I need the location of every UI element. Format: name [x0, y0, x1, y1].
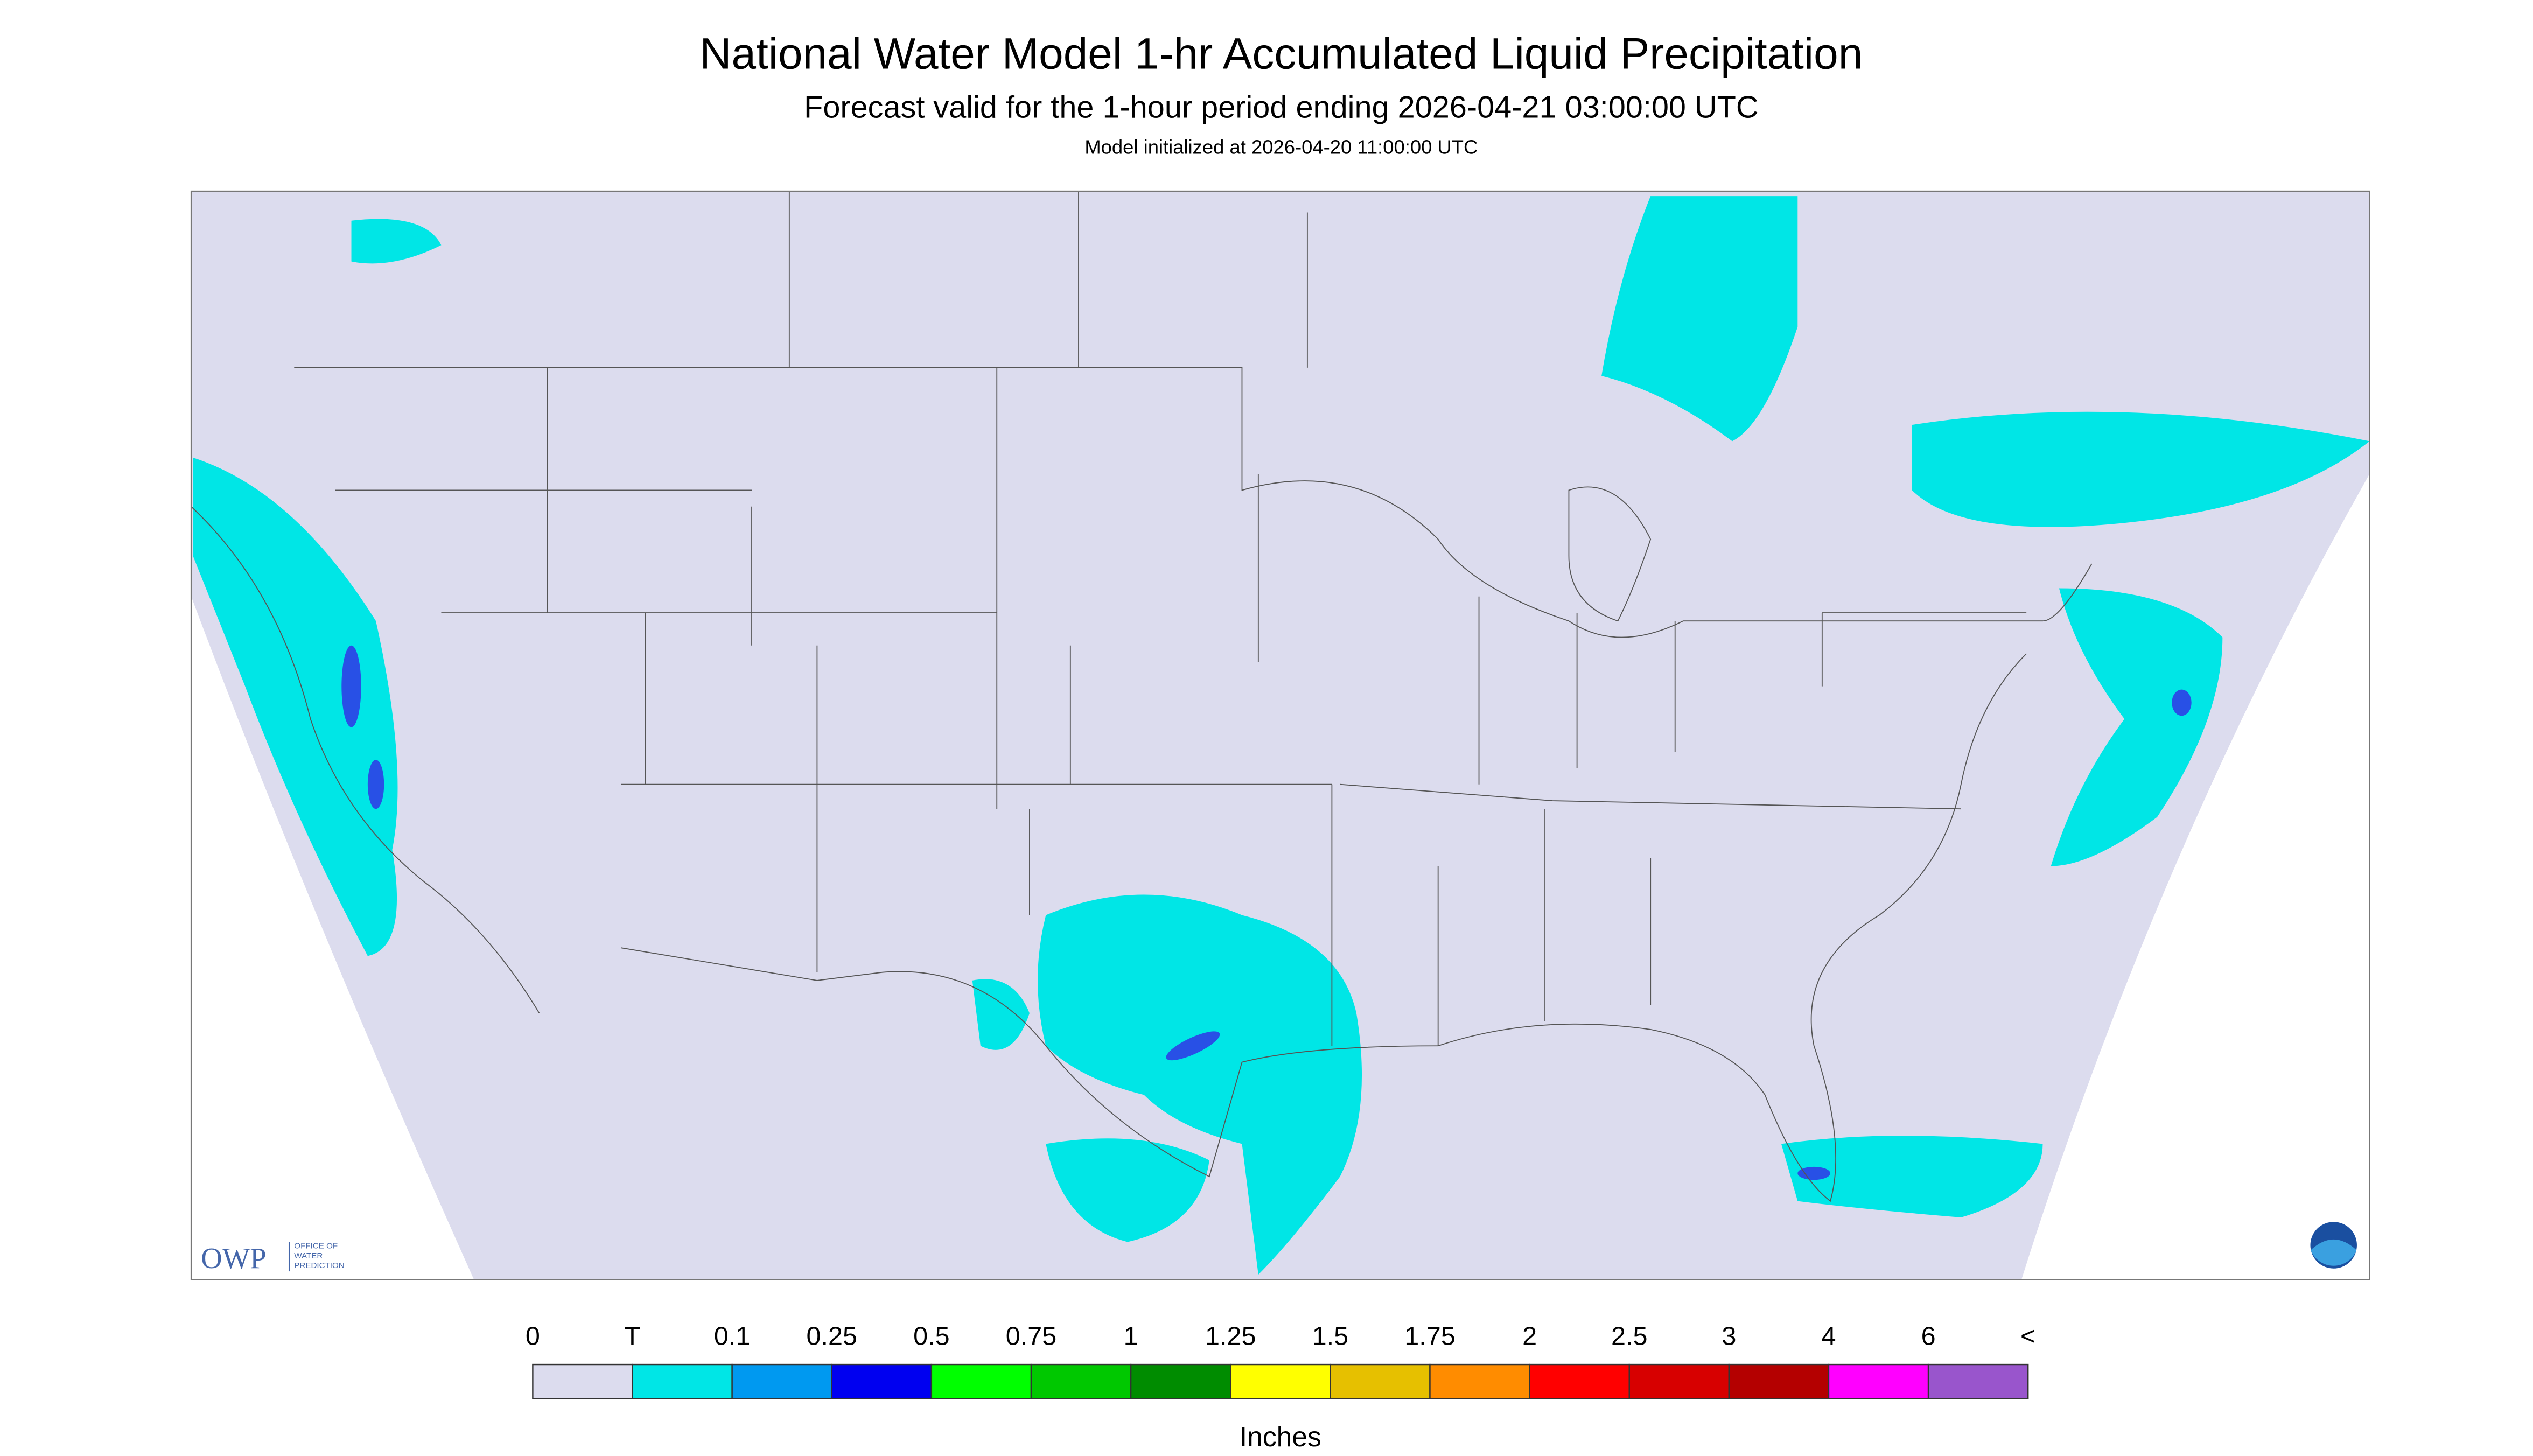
legend-label: 1.5 [1312, 1322, 1349, 1351]
legend-label: < [2020, 1322, 2035, 1351]
precip-areas [193, 196, 2370, 1275]
legend-label: 1 [1124, 1322, 1138, 1351]
legend-unit: Inches [1240, 1421, 1321, 1452]
legend-label: 2 [1522, 1322, 1537, 1351]
legend-swatch [1529, 1363, 1630, 1399]
legend-swatch [1429, 1363, 1530, 1399]
legend-swatch [831, 1363, 933, 1399]
legend: 0 T 0.1 0.25 0.5 0.75 1 1.25 1.5 1.75 2 2.5 3 4 6 < Inch… [526, 1322, 2036, 1452]
legend-swatch [1330, 1363, 1431, 1399]
noaa-logo [2307, 1219, 2360, 1271]
legend-swatch [1728, 1363, 1830, 1399]
init-time: Model initialized at 2026-04-20 11:00:00… [1084, 136, 1478, 158]
legend-label: 4 [1821, 1322, 1836, 1351]
owp-logo: OWP OFFICE OF WATER PREDICTION [201, 1242, 344, 1275]
legend-label: 0.75 [1006, 1322, 1056, 1351]
subtitle: Forecast valid for the 1-hour period end… [804, 90, 1758, 125]
legend-label: 0.1 [714, 1322, 750, 1351]
legend-swatch [930, 1363, 1032, 1399]
legend-swatch [532, 1363, 633, 1399]
legend-label: 0.25 [806, 1322, 857, 1351]
logo-line: OFFICE OF [294, 1242, 338, 1251]
legend-swatch [1130, 1363, 1231, 1399]
legend-swatch [1927, 1363, 2029, 1399]
legend-label: 2.5 [1611, 1322, 1648, 1351]
legend-swatch [731, 1363, 832, 1399]
legend-label: 0 [526, 1322, 540, 1351]
legend-swatch [632, 1363, 733, 1399]
legend-swatch [1628, 1363, 1730, 1399]
logo-line: WATER [294, 1251, 323, 1261]
legend-swatch [1828, 1363, 1929, 1399]
map-frame [190, 190, 2370, 1280]
logo-line: PREDICTION [294, 1261, 344, 1270]
model-domain [191, 191, 2370, 1280]
title: National Water Model 1-hr Accumulated Li… [699, 29, 1863, 78]
legend-label: 0.5 [913, 1322, 950, 1351]
legend-swatch [1230, 1363, 1331, 1399]
legend-label: 6 [1921, 1322, 1936, 1351]
legend-label: 3 [1722, 1322, 1736, 1351]
boundaries [191, 191, 2093, 1202]
legend-label: T [625, 1322, 641, 1351]
legend-swatch [1030, 1363, 1132, 1399]
map: OWP OFFICE OF WATER PREDICTION [190, 190, 2370, 1280]
legend-label: 1.75 [1404, 1322, 1455, 1351]
legend-label: 1.25 [1205, 1322, 1256, 1351]
logo-abbr: OWP [201, 1242, 266, 1275]
